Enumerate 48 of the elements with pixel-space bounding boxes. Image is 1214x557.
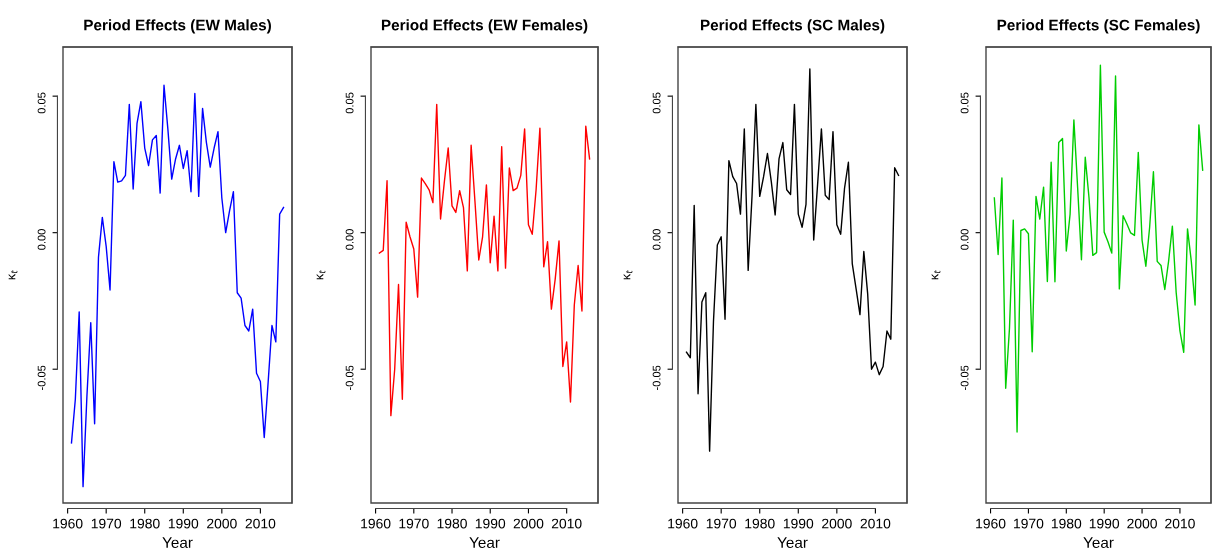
x-tick-label: 1970 (1014, 518, 1044, 529)
chart-title: Period Effects (EW Males) (84, 19, 271, 34)
x-tick-label: 1970 (91, 518, 122, 529)
y-axis-title: κ$_{t}$ (623, 270, 633, 280)
x-axis-title: Year (777, 537, 808, 548)
x-tick-label: 1990 (783, 518, 814, 529)
x-tick-label: 2000 (207, 518, 237, 529)
y-tick-label: 0.00 (345, 229, 354, 250)
y-tick-label: 0.05 (37, 92, 46, 114)
x-tick-label: 1970 (399, 518, 429, 529)
y-axis-title: κ$_{t}$ (8, 270, 18, 280)
y-tick-label: 0.05 (652, 92, 661, 114)
x-tick-label: 2000 (1127, 518, 1157, 529)
x-tick-label: 2000 (822, 518, 852, 529)
x-tick-label: 2000 (513, 518, 544, 529)
x-tick-label: 1980 (1051, 518, 1082, 529)
x-tick-label: 1960 (53, 518, 83, 529)
x-tick-label: 1960 (976, 518, 1006, 529)
chart-title: Period Effects (SC Females) (997, 19, 1200, 34)
x-tick-label: 1970 (706, 518, 737, 529)
x-tick-label: 1980 (745, 518, 775, 529)
x-tick-label: 1990 (168, 518, 199, 529)
chart-title: Period Effects (SC Males) (700, 19, 885, 34)
y-tick-label: -0.05 (960, 365, 969, 391)
x-tick-label: 1980 (437, 518, 467, 529)
chart-title: Period Effects (EW Females) (381, 19, 588, 34)
x-tick-label: 2010 (1165, 518, 1195, 529)
y-tick-label: -0.05 (345, 365, 354, 391)
y-tick-label: 0.05 (960, 92, 969, 114)
y-tick-label: 0.00 (960, 229, 969, 250)
y-axis-title: κ$_{t}$ (316, 270, 326, 280)
x-axis-title: Year (162, 537, 193, 548)
x-tick-label: 2010 (551, 518, 582, 529)
x-tick-label: 2010 (245, 518, 276, 529)
y-tick-label: -0.05 (37, 365, 46, 391)
y-tick-label: 0.00 (652, 229, 661, 250)
x-axis-title: Year (469, 537, 500, 548)
y-axis-title: κ$_{t}$ (931, 270, 941, 280)
x-tick-label: 1960 (361, 518, 391, 529)
x-tick-label: 1980 (130, 518, 160, 529)
y-tick-label: 0.00 (37, 229, 46, 250)
x-tick-label: 1990 (475, 518, 506, 529)
y-tick-label: 0.05 (345, 92, 354, 114)
x-tick-label: 1960 (668, 518, 698, 529)
x-tick-label: 1990 (1089, 518, 1120, 529)
x-tick-label: 2010 (860, 518, 891, 529)
y-tick-label: -0.05 (652, 365, 661, 391)
x-axis-title: Year (1083, 537, 1114, 548)
